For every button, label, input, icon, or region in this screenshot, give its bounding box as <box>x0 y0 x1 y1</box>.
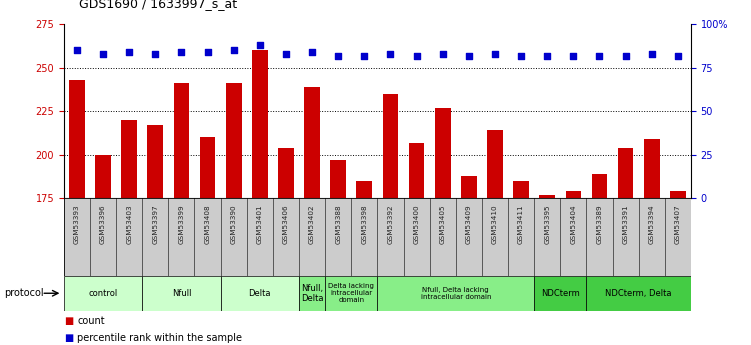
Bar <box>304 87 320 198</box>
Bar <box>173 83 189 198</box>
Text: Nfull, Delta lacking
intracellular domain: Nfull, Delta lacking intracellular domai… <box>421 287 491 300</box>
Text: NDCterm, Delta: NDCterm, Delta <box>605 289 672 298</box>
Text: GSM53401: GSM53401 <box>257 205 263 244</box>
Bar <box>64 276 142 310</box>
Point <box>620 53 632 58</box>
Text: GSM53402: GSM53402 <box>309 205 315 244</box>
Point <box>593 53 605 58</box>
Bar <box>513 181 529 198</box>
Point <box>97 51 109 57</box>
Text: GSM53399: GSM53399 <box>179 205 185 244</box>
Bar <box>278 148 294 198</box>
Bar <box>539 195 555 198</box>
Bar <box>435 108 451 198</box>
Bar <box>670 191 686 198</box>
Bar <box>330 160 346 198</box>
Text: GSM53406: GSM53406 <box>283 205 289 244</box>
Text: GSM53388: GSM53388 <box>335 205 341 244</box>
Text: GSM53400: GSM53400 <box>414 205 420 244</box>
Text: GDS1690 / 1633997_s_at: GDS1690 / 1633997_s_at <box>79 0 237 10</box>
Text: NDCterm: NDCterm <box>541 289 580 298</box>
Text: Nfull: Nfull <box>172 289 192 298</box>
Point <box>71 48 83 53</box>
Text: GSM53394: GSM53394 <box>649 205 655 244</box>
Bar <box>587 276 691 310</box>
Text: ■: ■ <box>64 316 73 326</box>
Bar <box>221 276 299 310</box>
Point <box>567 53 579 58</box>
Text: GSM53395: GSM53395 <box>544 205 550 244</box>
Text: GSM53410: GSM53410 <box>492 205 498 244</box>
Bar <box>487 130 503 198</box>
Point <box>254 42 266 48</box>
Point <box>515 53 527 58</box>
Text: GSM53404: GSM53404 <box>570 205 576 244</box>
Text: GSM53397: GSM53397 <box>152 205 158 244</box>
Text: GSM53408: GSM53408 <box>204 205 210 244</box>
Text: percentile rank within the sample: percentile rank within the sample <box>77 333 243 343</box>
Text: Delta: Delta <box>249 289 271 298</box>
Text: GSM53405: GSM53405 <box>439 205 445 244</box>
Text: GSM53411: GSM53411 <box>518 205 524 244</box>
Text: GSM53398: GSM53398 <box>361 205 367 244</box>
Point <box>436 51 448 57</box>
Text: control: control <box>89 289 118 298</box>
Bar <box>142 276 221 310</box>
Text: GSM53396: GSM53396 <box>100 205 106 244</box>
Bar <box>566 191 581 198</box>
Point <box>385 51 397 57</box>
Bar <box>461 176 477 198</box>
Bar <box>122 120 137 198</box>
Bar <box>325 276 378 310</box>
Text: GSM53390: GSM53390 <box>231 205 237 244</box>
Text: GSM53389: GSM53389 <box>596 205 602 244</box>
Point <box>201 49 213 55</box>
Bar <box>299 276 325 310</box>
Bar <box>534 276 587 310</box>
Bar <box>409 142 424 198</box>
Point <box>176 49 188 55</box>
Bar <box>592 174 608 198</box>
Point <box>489 51 501 57</box>
Bar <box>226 83 242 198</box>
Point <box>646 51 658 57</box>
Text: GSM53403: GSM53403 <box>126 205 132 244</box>
Text: GSM53409: GSM53409 <box>466 205 472 244</box>
Point <box>463 53 475 58</box>
Bar <box>95 155 111 198</box>
Point <box>123 49 135 55</box>
Bar <box>69 80 85 198</box>
Text: count: count <box>77 316 105 326</box>
Text: GSM53392: GSM53392 <box>388 205 394 244</box>
Bar <box>644 139 659 198</box>
Bar <box>200 137 216 198</box>
Bar <box>357 181 372 198</box>
Bar <box>252 50 267 198</box>
Point <box>280 51 292 57</box>
Bar <box>618 148 633 198</box>
Text: Delta lacking
intracellular
domain: Delta lacking intracellular domain <box>328 283 374 303</box>
Point <box>358 53 370 58</box>
Point <box>332 53 344 58</box>
Text: GSM53407: GSM53407 <box>675 205 681 244</box>
Point <box>541 53 553 58</box>
Point <box>672 53 684 58</box>
Text: ■: ■ <box>64 333 73 343</box>
Text: protocol: protocol <box>4 288 44 298</box>
Bar <box>378 276 534 310</box>
Point <box>228 48 240 53</box>
Point <box>149 51 161 57</box>
Text: GSM53393: GSM53393 <box>74 205 80 244</box>
Text: GSM53391: GSM53391 <box>623 205 629 244</box>
Point <box>306 49 318 55</box>
Text: Nfull,
Delta: Nfull, Delta <box>301 284 324 303</box>
Bar <box>147 125 163 198</box>
Point <box>411 53 423 58</box>
Bar <box>382 94 398 198</box>
